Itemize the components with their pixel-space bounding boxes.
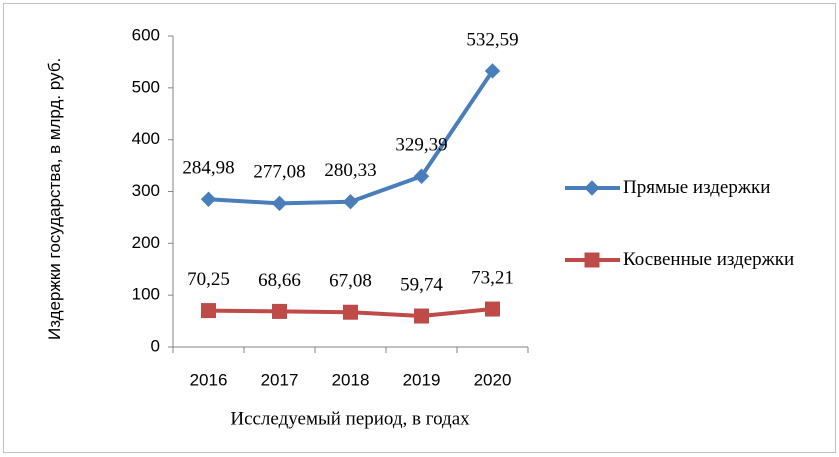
data-point [485, 301, 500, 317]
data-label: 284,98 [182, 158, 234, 179]
data-label: 277,08 [253, 162, 305, 183]
data-point [201, 303, 216, 319]
y-tick-label: 200 [132, 233, 160, 252]
legend-label: Косвенные издержки [623, 249, 795, 270]
y-tick-label: 600 [132, 25, 160, 44]
x-axis-title: Исследуемый период, в годах [230, 408, 470, 429]
data-point [343, 304, 358, 320]
y-tick-label: 100 [132, 285, 160, 304]
x-tick-label: 2017 [261, 370, 299, 389]
data-label: 280,33 [324, 160, 376, 181]
data-label: 73,21 [471, 267, 514, 288]
legend-marker [584, 252, 600, 268]
data-label: 67,08 [329, 271, 372, 292]
data-label: 532,59 [466, 29, 518, 50]
data-point [414, 308, 429, 324]
chart-border [3, 3, 836, 453]
x-tick-label: 2016 [190, 370, 228, 389]
x-tick-label: 2018 [332, 370, 370, 389]
data-label: 329,39 [395, 135, 447, 156]
data-label: 68,66 [258, 270, 301, 291]
data-label: 70,25 [187, 269, 230, 290]
legend-label: Прямые издержки [623, 177, 771, 198]
data-label: 59,74 [400, 274, 443, 295]
data-point [271, 195, 288, 212]
data-point [272, 303, 287, 319]
data-point [413, 168, 430, 184]
y-tick-label: 500 [132, 77, 160, 96]
y-tick-label: 400 [132, 129, 160, 148]
y-axis-title: Издержки государства, в млрд. руб. [45, 57, 64, 340]
x-tick-label: 2019 [403, 370, 441, 389]
legend-marker [584, 180, 600, 196]
data-point [342, 193, 359, 210]
y-tick-label: 0 [151, 336, 160, 355]
y-tick-label: 300 [132, 181, 160, 200]
x-tick-label: 2020 [474, 370, 512, 389]
data-point [200, 191, 217, 207]
data-point [484, 63, 501, 79]
